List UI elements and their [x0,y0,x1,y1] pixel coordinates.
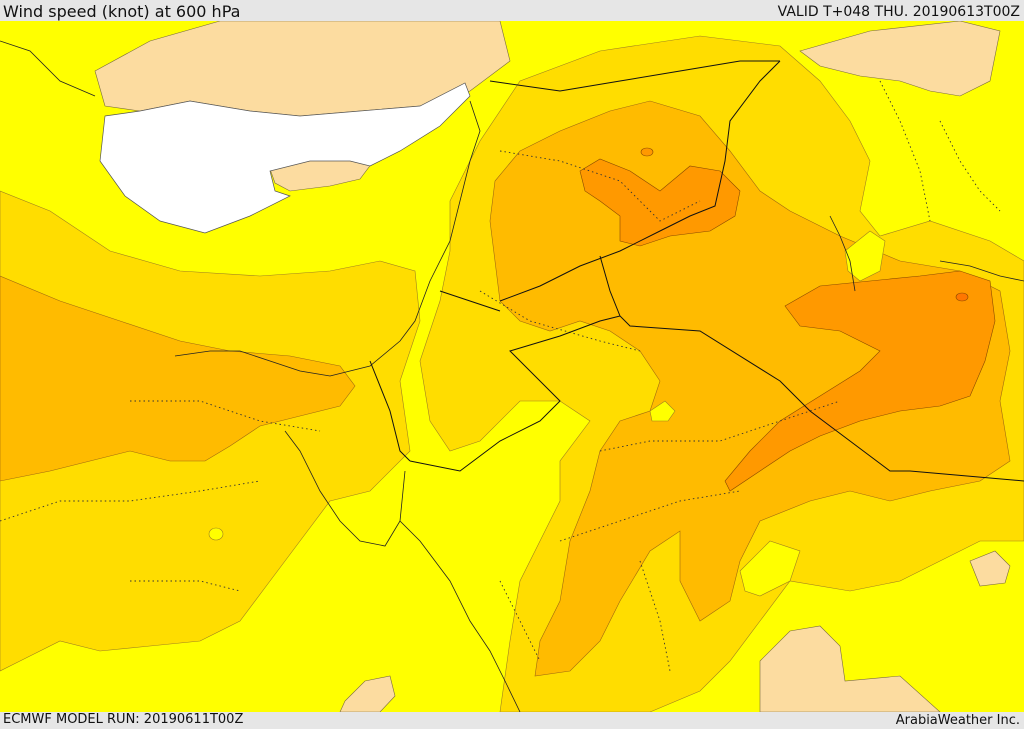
band-yellow-hole-3 [739,540,801,597]
band-yellow-hole-2 [844,230,886,282]
band-yellow-hole-4 [208,527,224,541]
band-yellow-hole-1 [649,400,676,422]
low-wind-patch-s [339,675,396,712]
credit-label: ArabiaWeather Inc. [895,713,1020,728]
valid-time-label: VALID T+048 THU. 20190613T00Z [777,4,1020,20]
wind-speed-map [0,21,1024,712]
map-canvas [0,21,1024,712]
map-title: Wind speed (knot) at 600 hPa [3,2,241,21]
header-bar: Wind speed (knot) at 600 hPa VALID T+048… [0,0,1024,21]
band-orange-north [579,158,741,247]
calm-sea-patch [99,82,471,234]
country-borders-dotted [0,80,1001,672]
low-wind-patch-se [759,625,941,712]
band-deep-spot [955,292,969,302]
footer-bar: ECMWF MODEL RUN: 20190611T00Z ArabiaWeat… [0,712,1024,729]
low-wind-caucasus [799,21,1001,97]
band-orange-east [724,270,996,492]
band-amber-spot [640,147,654,157]
low-wind-patch-e [969,550,1011,587]
model-run-label: ECMWF MODEL RUN: 20190611T00Z [3,712,244,727]
band-amber-west [0,275,356,482]
coastlines [0,40,1024,712]
band-amber-east [489,100,1011,677]
country-borders-solid [369,60,1024,482]
